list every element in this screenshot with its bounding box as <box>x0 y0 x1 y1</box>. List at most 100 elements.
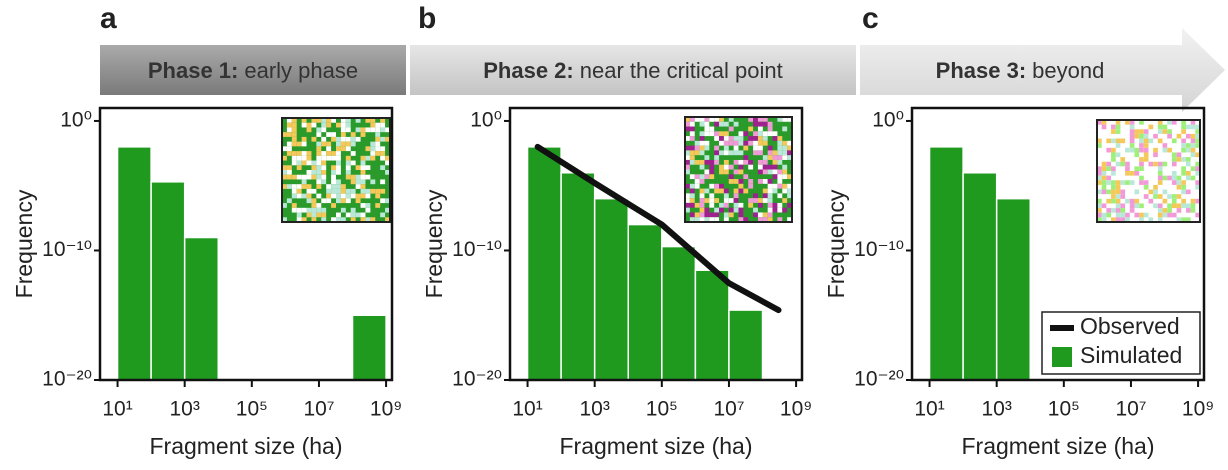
inset-cell <box>1111 198 1116 204</box>
inset-cell <box>767 150 773 156</box>
inset-cell <box>331 184 336 189</box>
inset-cell <box>311 203 317 208</box>
inset-cell <box>1176 203 1182 209</box>
inset-cell <box>762 212 768 218</box>
inset-cell <box>1115 129 1121 134</box>
x-tick-label: 10³ <box>580 398 610 421</box>
inset-cell <box>1115 152 1121 158</box>
inset-cell <box>1185 133 1191 139</box>
inset-cell <box>699 164 705 170</box>
inset-cell <box>743 174 749 180</box>
inset-cell <box>1176 157 1182 162</box>
inset-cell <box>733 207 739 213</box>
inset-cell <box>728 212 734 218</box>
inset-cell <box>1139 180 1144 185</box>
inset-cell <box>345 188 351 194</box>
inset-cell <box>345 141 351 147</box>
inset-cell <box>340 207 346 213</box>
inset-cell <box>723 159 729 165</box>
inset-cell <box>704 121 710 127</box>
inset-cell <box>301 155 307 161</box>
inset-cell <box>757 140 763 146</box>
x-tick-label: 10⁷ <box>1115 398 1146 421</box>
inset-cell <box>316 179 322 185</box>
inset-cell <box>685 183 690 189</box>
inset-cell <box>296 174 302 180</box>
inset-cell <box>704 126 710 132</box>
inset-cell <box>316 207 322 213</box>
inset-cell <box>1181 147 1186 153</box>
inset-cell <box>753 140 758 146</box>
inset-cell <box>689 188 695 194</box>
inset-cell <box>1153 203 1158 209</box>
phase-arrow <box>860 28 1225 112</box>
inset-cell <box>1181 217 1186 222</box>
inset-cell <box>311 217 317 222</box>
inset-cell <box>1171 120 1177 125</box>
inset-cell <box>326 118 332 123</box>
inset-cell <box>1153 194 1158 199</box>
inset-cell <box>291 151 297 156</box>
inset-cell <box>709 193 715 199</box>
inset-cell <box>1171 180 1177 185</box>
inset-cell <box>709 169 715 175</box>
inset-cell <box>1129 147 1135 153</box>
inset-cell <box>733 136 739 141</box>
inset-cell <box>689 121 695 127</box>
y-axis-title: Frequency <box>11 189 37 298</box>
inset-cell <box>723 193 729 199</box>
inset-cell <box>787 150 792 156</box>
inset-cell <box>787 183 792 189</box>
inset-cell <box>306 184 312 189</box>
inset-cell <box>782 150 788 156</box>
inset-cell <box>291 188 297 194</box>
inset-cell <box>296 207 302 213</box>
inset-cell <box>738 140 744 146</box>
inset-cell <box>1162 124 1168 130</box>
inset-cell <box>336 151 341 156</box>
inset-cell <box>355 193 361 199</box>
inset-cell <box>714 121 720 127</box>
inset-cell <box>1139 133 1144 139</box>
y-tick-label: 10⁻²⁰ <box>42 368 92 391</box>
inset-cell <box>699 159 705 165</box>
inset-cell <box>748 140 754 146</box>
inset-cell <box>296 212 302 218</box>
inset-cell <box>767 169 773 175</box>
inset-cell <box>1195 133 1200 139</box>
inset-cell <box>321 151 327 156</box>
inset-cell <box>1139 129 1144 134</box>
inset-cell <box>385 198 390 204</box>
inset-cell <box>787 193 792 199</box>
inset-cell <box>282 174 287 180</box>
inset-cell <box>1101 184 1107 190</box>
inset-cell <box>782 174 788 180</box>
inset-cell <box>370 118 376 123</box>
inset-cell <box>282 217 287 222</box>
inset-cell <box>380 122 386 128</box>
inset-cell <box>1162 161 1168 167</box>
inset-cell <box>316 170 322 175</box>
inset-cell <box>1134 212 1140 218</box>
inset-cell <box>360 174 366 180</box>
inset-cell <box>340 217 346 222</box>
inset-cell <box>1190 143 1196 148</box>
inset-cell <box>767 155 773 160</box>
inset-cell <box>1125 161 1130 167</box>
inset-cell <box>1181 143 1186 148</box>
inset-cell <box>286 198 292 204</box>
inset-cell <box>370 179 376 185</box>
inset-cell <box>1181 166 1186 171</box>
inset-cell <box>350 160 356 166</box>
inset-cell <box>1195 161 1200 167</box>
inset-cell <box>1115 189 1121 195</box>
inset-map <box>1096 119 1201 223</box>
inset-cell <box>1176 133 1182 139</box>
inset-cell <box>699 150 705 156</box>
inset-cell <box>370 217 376 222</box>
inset-cell <box>738 188 744 194</box>
inset-cell <box>704 198 710 203</box>
inset-cell <box>1190 203 1196 209</box>
inset-cell <box>748 126 754 132</box>
inset-cell <box>685 155 690 160</box>
